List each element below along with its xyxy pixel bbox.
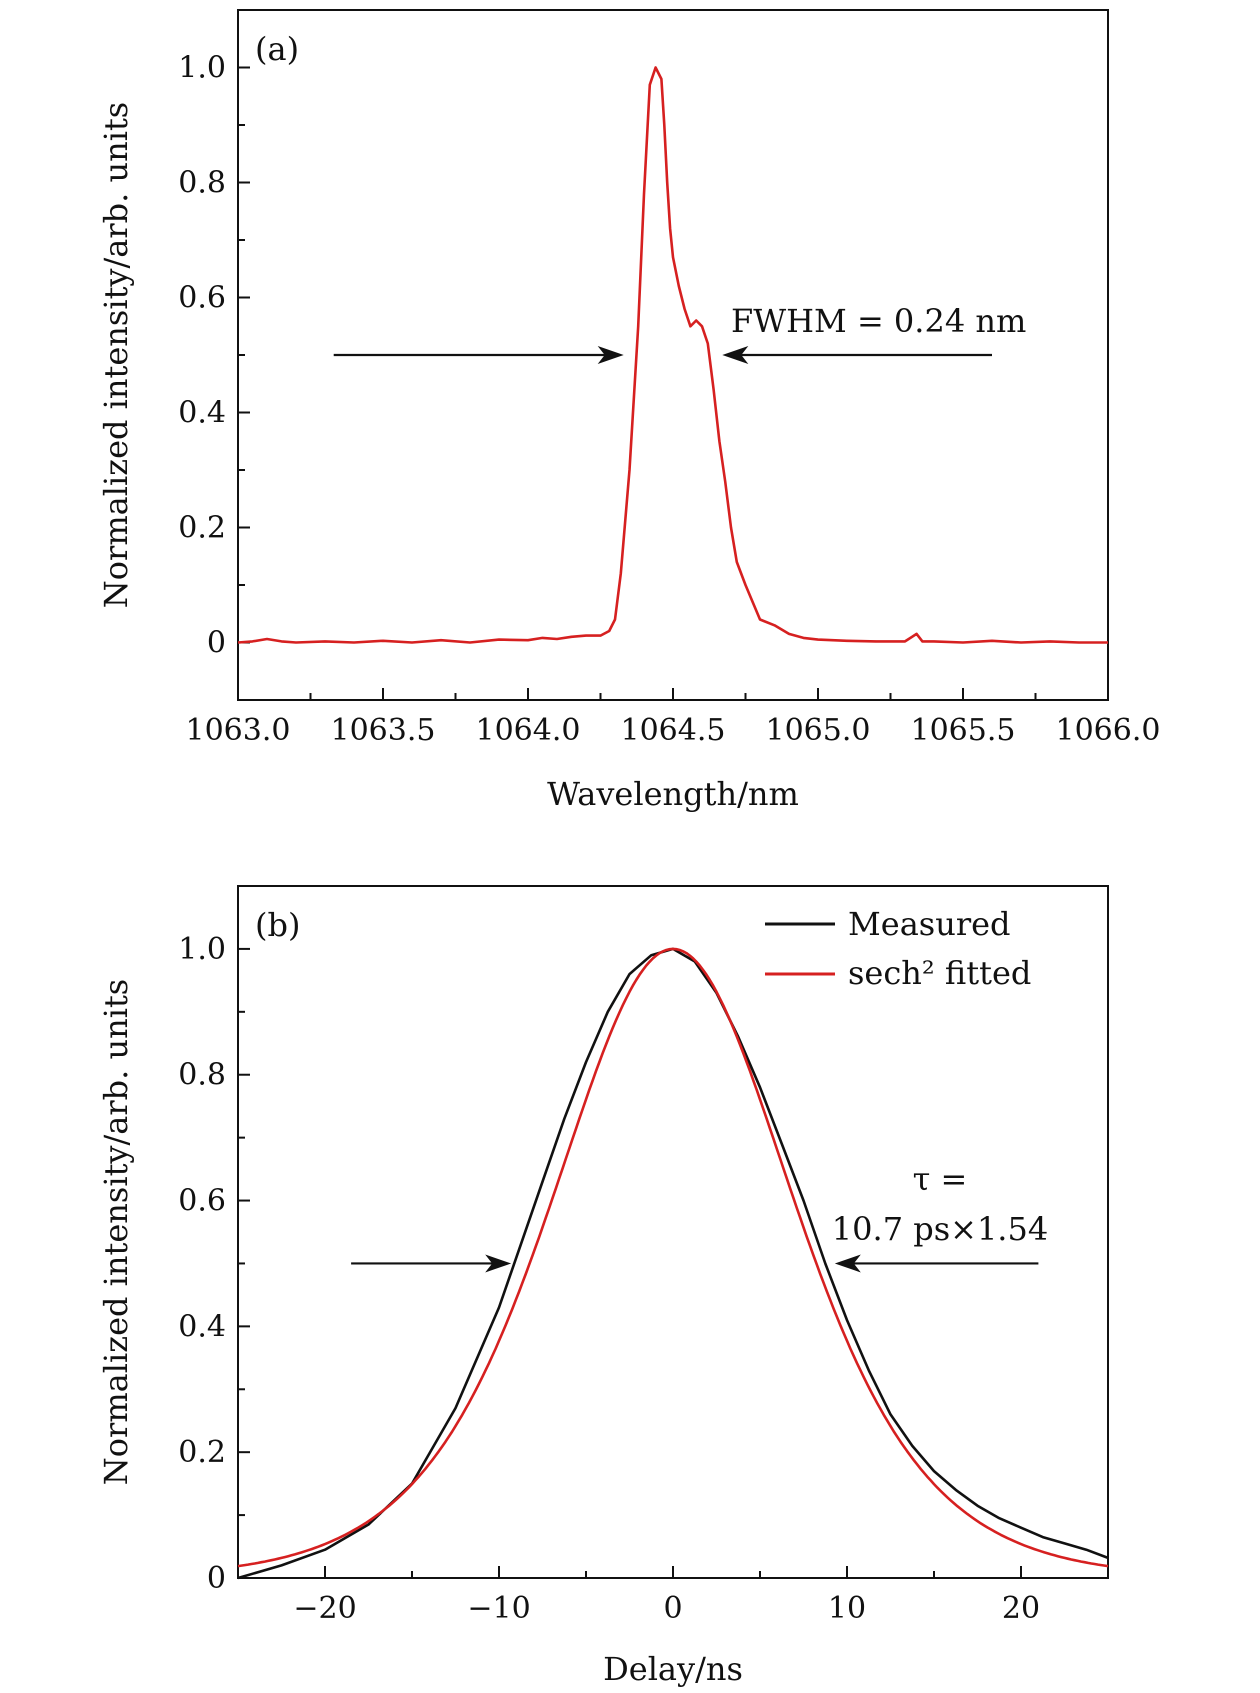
arrow-left-b-head bbox=[485, 1254, 512, 1273]
x-tick-label-a: 1065.5 bbox=[911, 713, 1016, 748]
y-axis-title-a: Normalized intensity/arb. units bbox=[97, 102, 135, 608]
series-line-a-0 bbox=[237, 66, 1108, 644]
ticks-b: −20 −10 0 10 20 0 0.2 0.4 0.6 0.8 1.0 bbox=[178, 932, 1040, 1626]
x-tick-label-a: 1063.0 bbox=[186, 713, 291, 748]
y-tick-label-b: 0.4 bbox=[178, 1309, 226, 1344]
x-axis-title-a: Wavelength/nm bbox=[547, 775, 799, 813]
y-tick-label-a: 0 bbox=[207, 626, 226, 661]
annotation-fwhm: FWHM = 0.24 nm bbox=[333, 302, 1026, 364]
x-tick-label-a: 1063.5 bbox=[331, 713, 436, 748]
panel-label-a: (a) bbox=[255, 30, 299, 68]
y-tick-label-a: 1.0 bbox=[178, 51, 226, 86]
x-tick-label-b: −20 bbox=[293, 1591, 356, 1626]
x-tick-label-a: 1066.0 bbox=[1056, 713, 1161, 748]
legend-label-sech2: sech² fitted bbox=[848, 954, 1031, 992]
y-tick-label-a: 0.8 bbox=[178, 166, 226, 201]
y-tick-label-b: 0.2 bbox=[178, 1435, 226, 1470]
x-tick-label-b: 10 bbox=[828, 1591, 866, 1626]
x-tick-label-b: 20 bbox=[1002, 1591, 1040, 1626]
data-layer-b bbox=[237, 947, 1109, 1580]
ticks-a: 1063.0 1063.5 1064.0 1064.5 1065.0 1065.5 1066… bbox=[178, 51, 1160, 749]
x-tick-label-a: 1064.5 bbox=[621, 713, 726, 748]
panel-label-b: (b) bbox=[255, 906, 300, 944]
x-tick-label-b: −10 bbox=[467, 1591, 530, 1626]
annotation-tau: τ = 10.7 ps×1.54 bbox=[351, 1160, 1048, 1273]
y-axis-title-b: Normalized intensity/arb. units bbox=[97, 979, 135, 1485]
tau-label-line2: 10.7 ps×1.54 bbox=[832, 1210, 1048, 1248]
legend: Measured sech² fitted bbox=[765, 905, 1031, 992]
arrow-right-b-head bbox=[834, 1254, 861, 1273]
x-tick-label-b: 0 bbox=[663, 1591, 682, 1626]
series-line-sech-fitted bbox=[237, 947, 1109, 1568]
y-tick-label-b: 1.0 bbox=[178, 932, 226, 967]
y-tick-label-a: 0.4 bbox=[178, 396, 226, 431]
fwhm-label: FWHM = 0.24 nm bbox=[731, 302, 1026, 340]
legend-label-measured: Measured bbox=[848, 905, 1011, 943]
chart-panel-a: (a) Normalized intensity/arb. units Wave… bbox=[97, 9, 1160, 813]
chart-panel-b: (b) Normalized intensity/arb. units Dela… bbox=[97, 885, 1109, 1688]
y-tick-label-b: 0 bbox=[207, 1561, 226, 1596]
arrow-right-a-head bbox=[722, 346, 749, 364]
y-tick-label-b: 0.8 bbox=[178, 1058, 226, 1093]
y-tick-label-b: 0.6 bbox=[178, 1184, 226, 1219]
x-tick-label-a: 1065.0 bbox=[766, 713, 871, 748]
data-layer-a bbox=[237, 66, 1108, 644]
arrow-left-a-head bbox=[597, 346, 624, 364]
y-tick-label-a: 0.2 bbox=[178, 511, 226, 546]
tau-label-line1: τ = bbox=[913, 1160, 968, 1198]
y-tick-label-a: 0.6 bbox=[178, 281, 226, 316]
x-axis-title-b: Delay/ns bbox=[603, 1650, 743, 1688]
x-tick-label-a: 1064.0 bbox=[476, 713, 581, 748]
